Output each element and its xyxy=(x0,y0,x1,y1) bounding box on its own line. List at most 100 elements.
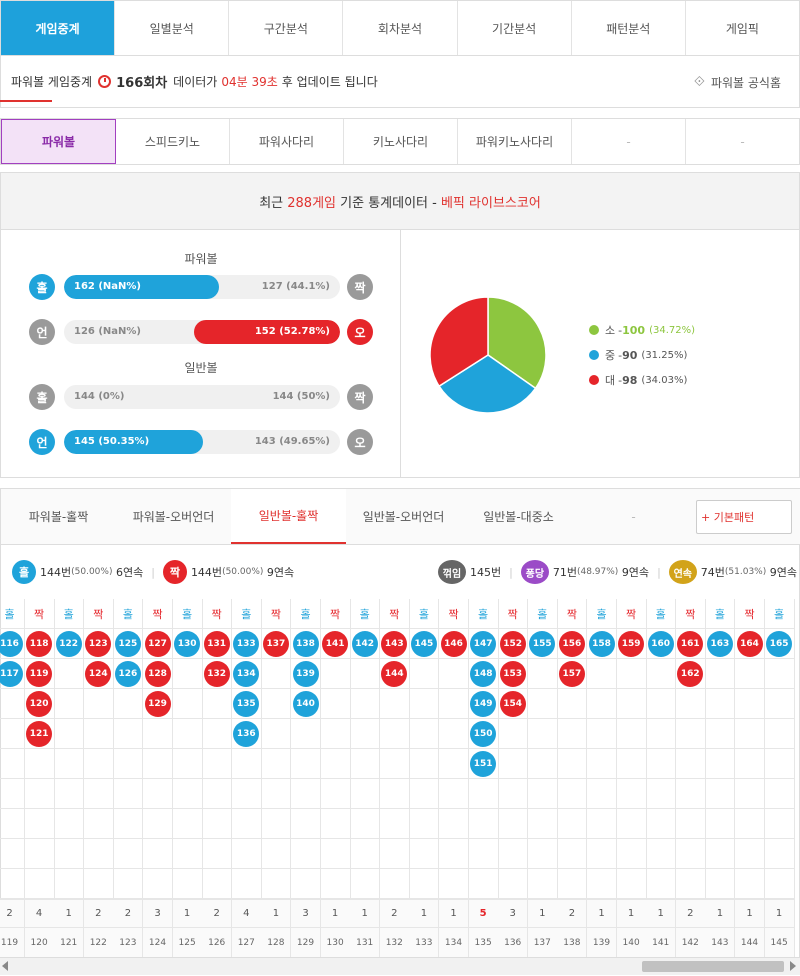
game-tab-4[interactable]: 파워키노사다리 xyxy=(458,119,572,164)
grid-cell xyxy=(557,689,587,719)
left-ratio-label: 126 (NaN%) xyxy=(74,326,142,337)
round-number: 124 xyxy=(143,928,172,957)
grid-cell xyxy=(587,869,616,899)
update-info-bar: 파워볼 게임중계 166회차 데이터가 04분 39초 후 업데이트 됩니다 ⟐… xyxy=(0,56,800,108)
pattern-column: 홀 163 1 143 xyxy=(705,599,736,959)
scroll-left-arrow-icon[interactable] xyxy=(2,961,8,971)
grid-cell xyxy=(143,749,172,779)
even-summary-streak: 9연속 xyxy=(266,566,295,579)
grid-cell xyxy=(705,659,735,689)
column-header: 홀 xyxy=(350,599,380,629)
grid-cell xyxy=(675,809,705,839)
grid-cell xyxy=(527,779,557,809)
pattern-column: 홀 122 1 121 xyxy=(54,599,85,959)
pie-legend-item: 중 - 90 (31.25%) xyxy=(589,347,687,363)
grid-cell xyxy=(231,869,261,899)
official-home-link[interactable]: ⟐ 파워볼 공식홈 xyxy=(694,56,781,108)
pattern-column: 홀 125 126 2 123 xyxy=(113,599,144,959)
grid-cell xyxy=(261,749,291,779)
pattern-column: 홀 155 1 137 xyxy=(527,599,558,959)
game-tab-2[interactable]: 파워사다리 xyxy=(230,119,344,164)
grid-cell xyxy=(291,839,320,869)
grid-cell xyxy=(379,779,409,809)
grid-cell xyxy=(113,749,143,779)
column-header: 짝 xyxy=(616,599,646,629)
grid-cell xyxy=(202,749,232,779)
game-tab-1[interactable]: 스피드키노 xyxy=(116,119,230,164)
grid-cell xyxy=(350,749,380,779)
grid-cell xyxy=(735,689,764,719)
left-option-icon: 언 xyxy=(29,429,55,455)
scroll-right-arrow-icon[interactable] xyxy=(790,961,796,971)
grid-cell xyxy=(439,839,468,869)
pattern-tab-4[interactable]: 일반볼-대중소 xyxy=(483,510,554,524)
grid-cell xyxy=(291,809,320,839)
column-header: 홀 xyxy=(113,599,143,629)
size-pie-chart xyxy=(429,296,547,414)
round-number: 141 xyxy=(646,928,676,957)
clock-icon xyxy=(98,75,112,88)
grid-cell xyxy=(468,809,498,839)
streak-count: 1 xyxy=(409,899,439,928)
grid-cell: 125 xyxy=(113,629,143,659)
round-number: 128 xyxy=(261,928,291,957)
right-ratio-label: 127 (44.1%) xyxy=(261,281,330,292)
grid-cell xyxy=(409,719,439,749)
result-ball: 158 xyxy=(588,630,615,657)
top-tab-1[interactable]: 일별분석 xyxy=(115,1,230,55)
streak-count: 4 xyxy=(231,899,261,928)
pie-legend-item: 대 - 98 (34.03%) xyxy=(589,372,687,388)
ratio-track: 126 (NaN%) 152 (52.78%) xyxy=(64,320,340,344)
game-tab-0[interactable]: 파워볼 xyxy=(1,119,116,164)
result-ball: 130 xyxy=(174,630,201,657)
grid-cell xyxy=(468,779,498,809)
scroll-thumb[interactable] xyxy=(642,961,784,972)
grid-cell xyxy=(202,719,232,749)
grid-cell xyxy=(231,809,261,839)
top-tab-3[interactable]: 회차분석 xyxy=(343,1,458,55)
round-number: 134 xyxy=(439,928,468,957)
grid-cell xyxy=(675,689,705,719)
left-option-icon: 언 xyxy=(29,319,55,345)
top-tab-5[interactable]: 패턴분석 xyxy=(572,1,686,55)
grid-cell xyxy=(24,809,54,839)
result-ball: 144 xyxy=(381,660,408,687)
top-tab-0[interactable]: 게임중계 xyxy=(1,1,116,55)
grid-cell xyxy=(379,869,409,899)
streak-count: 1 xyxy=(646,899,676,928)
column-header: 홀 xyxy=(291,599,320,629)
top-tab-6[interactable]: 게임픽 xyxy=(725,21,759,36)
horizontal-scrollbar[interactable] xyxy=(0,957,800,975)
result-ball: 148 xyxy=(470,660,497,687)
game-tab-3[interactable]: 키노사다리 xyxy=(344,119,458,164)
round-number: 138 xyxy=(557,928,587,957)
streak-count: 2 xyxy=(202,899,232,928)
grid-cell xyxy=(320,719,350,749)
grid-cell xyxy=(764,659,794,689)
pattern-column: 홀 142 1 131 xyxy=(350,599,381,959)
top-tab-2[interactable]: 구간분석 xyxy=(229,1,344,55)
grid-cell xyxy=(735,719,764,749)
legend-dash: - xyxy=(618,373,623,387)
left-ratio-label: 145 (50.35%) xyxy=(74,436,150,447)
round-number: 121 xyxy=(54,928,84,957)
pattern-tab-0[interactable]: 파워볼-홀짝 xyxy=(28,510,89,524)
grid-cell xyxy=(527,869,557,899)
grid-cell xyxy=(0,689,24,719)
grid-cell: 142 xyxy=(350,629,380,659)
streak-count: 3 xyxy=(291,899,320,928)
pattern-tab-2[interactable]: 일반볼-홀짝 xyxy=(231,489,346,544)
result-ball: 128 xyxy=(144,660,171,687)
streak-count: 1 xyxy=(172,899,202,928)
result-ball: 161 xyxy=(677,630,704,657)
streak-count: 1 xyxy=(735,899,764,928)
grid-cell xyxy=(350,809,380,839)
basic-pattern-button[interactable]: + 기본패턴 xyxy=(696,500,792,534)
pattern-tab-3[interactable]: 일반볼-오버언더 xyxy=(362,510,445,524)
grid-cell: 131 xyxy=(202,629,232,659)
pie-slice-0 xyxy=(487,296,547,390)
top-tab-4[interactable]: 기간분석 xyxy=(458,1,572,55)
grid-cell xyxy=(764,689,794,719)
grid-cell: 157 xyxy=(557,659,587,689)
pattern-tab-1[interactable]: 파워볼-오버언더 xyxy=(132,510,215,524)
